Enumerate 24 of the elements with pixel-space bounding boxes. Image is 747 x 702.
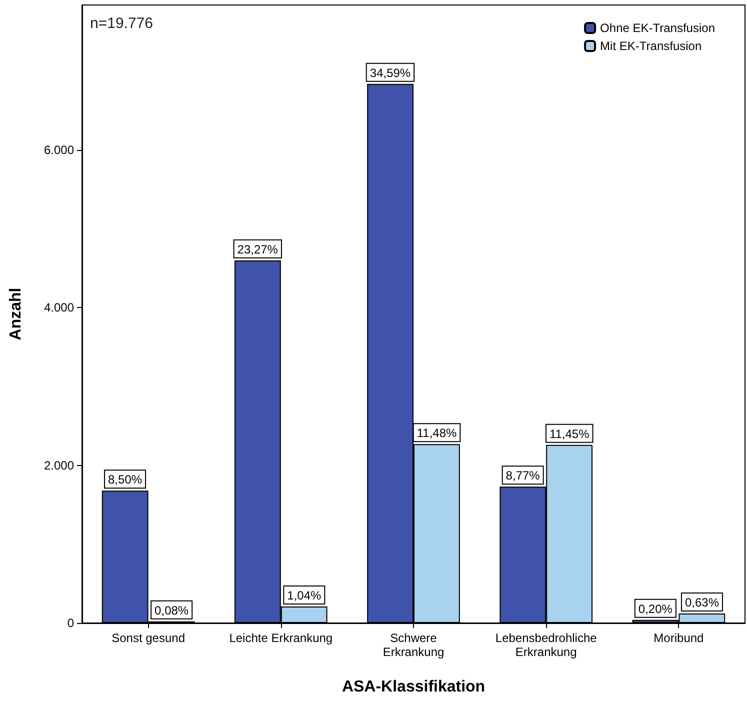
legend-label: Mit EK-Transfusion bbox=[600, 39, 702, 53]
annotation: n=19.776 bbox=[90, 15, 153, 32]
y-tick-label: 6.000 bbox=[44, 143, 74, 158]
legend-label: Ohne EK-Transfusion bbox=[600, 21, 716, 35]
annotation: 11,48% bbox=[416, 426, 458, 440]
annotation: 0,08% bbox=[154, 603, 189, 618]
annotation: 0,63% bbox=[684, 596, 720, 610]
x-tick-label: Moribund bbox=[654, 631, 704, 645]
annotation: 11,45% bbox=[549, 426, 590, 441]
x-tick-label: Sonst gesund bbox=[112, 631, 185, 645]
annotation: 23,27% bbox=[237, 242, 278, 256]
y-axis-title: Anzahl bbox=[8, 288, 24, 340]
annotation: 8,50% bbox=[108, 472, 142, 487]
annotation: 0,20% bbox=[638, 602, 673, 616]
x-tick-label: Lebensbedrohliche Erkrankung bbox=[495, 631, 598, 659]
y-tick-label: 0 bbox=[67, 616, 74, 630]
x-tick-label: Leichte Erkrankung bbox=[229, 631, 333, 645]
x-axis-title: ASA-Klassifikation bbox=[342, 678, 486, 696]
y-tick-label: 4.000 bbox=[44, 300, 74, 315]
annotation: 8,77% bbox=[506, 468, 540, 483]
y-tick-label: 2.000 bbox=[44, 458, 74, 472]
x-tick-label: Schwere Erkrankung bbox=[382, 631, 444, 659]
annotation: 34,59% bbox=[370, 66, 411, 80]
annotation: 1,04% bbox=[287, 588, 322, 602]
